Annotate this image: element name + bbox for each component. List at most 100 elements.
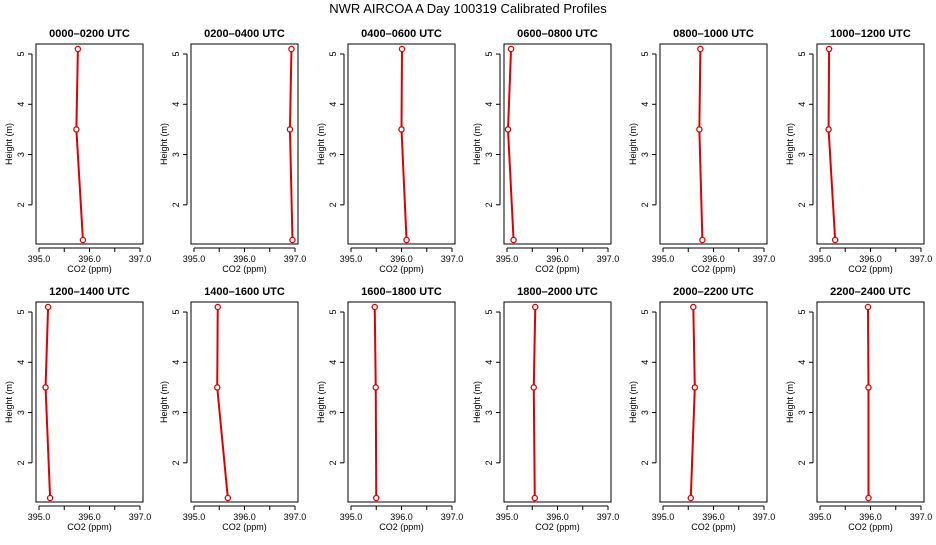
- data-point: [825, 45, 833, 53]
- x-axis-label: CO2 (ppm): [222, 264, 267, 274]
- x-tick-label: 396.0: [233, 512, 256, 522]
- data-point: [690, 303, 697, 311]
- panel-title: 1600–1800 UTC: [361, 286, 442, 298]
- y-axis-label: Height (m): [472, 381, 482, 423]
- x-tick-label: 397.0: [284, 512, 307, 522]
- y-axis-label: Height (m): [785, 123, 795, 165]
- y-tick-label: 2: [171, 460, 181, 465]
- y-tick-label: 3: [328, 410, 338, 415]
- x-tick-label: 397.0: [597, 254, 620, 264]
- data-point: [214, 303, 221, 311]
- profile-panel: 0000–0200 UTC 395.0 396.0 397.0 CO2 (ppm) 2 3 4…: [4, 28, 151, 274]
- y-axis-label: Height (m): [4, 123, 14, 165]
- plot-box: [659, 43, 768, 245]
- y-tick-label: 5: [328, 310, 338, 315]
- x-tick-label: 395.0: [28, 512, 51, 522]
- panel-title: 1400–1600 UTC: [204, 286, 285, 298]
- profile-panel: 1000–1200 UTC 395.0 396.0 397.0 CO2 (ppm) 2 3 4…: [785, 28, 932, 274]
- data-point: [696, 126, 703, 133]
- panel-title: 0800–1000 UTC: [673, 28, 754, 40]
- y-tick-label: 2: [484, 202, 494, 207]
- data-point: [507, 45, 515, 53]
- profile-panel: 0400–0600 UTC 395.0 396.0 397.0 CO2 (ppm) 2 3 4…: [316, 28, 463, 274]
- x-tick-label: 396.0: [233, 254, 256, 264]
- plot-box: [503, 301, 612, 503]
- x-tick-label: 397.0: [284, 254, 307, 264]
- data-point: [699, 236, 706, 244]
- x-axis-label: CO2 (ppm): [67, 264, 112, 274]
- data-point: [531, 494, 539, 502]
- x-tick-label: 397.0: [753, 512, 776, 522]
- x-tick-label: 396.0: [78, 512, 101, 522]
- y-axis-label: Height (m): [472, 123, 482, 165]
- x-tick-label: 396.0: [546, 512, 569, 522]
- x-tick-label: 396.0: [702, 512, 725, 522]
- data-point: [532, 303, 539, 311]
- x-tick-label: 396.0: [78, 254, 101, 264]
- y-axis-label: Height (m): [628, 381, 638, 423]
- data-point: [289, 236, 296, 244]
- plot-box: [35, 43, 144, 245]
- profile-segment: [75, 129, 84, 241]
- y-tick-label: 2: [640, 202, 650, 207]
- y-axis-label: Height (m): [4, 381, 14, 423]
- data-point: [864, 303, 872, 311]
- y-tick-label: 3: [797, 152, 807, 157]
- plot-box: [816, 43, 925, 245]
- plot-box: [816, 301, 925, 503]
- y-axis-label: Height (m): [628, 123, 638, 165]
- data-point: [510, 236, 517, 244]
- profile-segment: [698, 48, 702, 130]
- data-point: [42, 384, 49, 391]
- x-axis-label: CO2 (ppm): [848, 264, 893, 274]
- data-point: [398, 126, 405, 133]
- y-tick-label: 3: [640, 410, 650, 415]
- profile-segment: [216, 387, 229, 499]
- data-point: [687, 494, 695, 502]
- profile-segment: [75, 48, 79, 130]
- x-tick-label: 397.0: [597, 512, 620, 522]
- y-tick-label: 5: [171, 310, 181, 315]
- x-tick-label: 397.0: [753, 254, 776, 264]
- profile-segment: [532, 387, 536, 499]
- data-point: [691, 384, 699, 391]
- data-point: [831, 236, 839, 244]
- data-point: [865, 384, 872, 391]
- y-tick-label: 4: [171, 360, 181, 365]
- profile-panel: 1600–1800 UTC 395.0 396.0 397.0 CO2 (ppm) 2 3 4…: [316, 286, 463, 532]
- profile-panel: 2000–2200 UTC 395.0 396.0 397.0 CO2 (ppm) 2 3 4…: [628, 286, 775, 532]
- profile-segment: [827, 48, 831, 130]
- x-tick-label: 395.0: [652, 512, 675, 522]
- y-tick-label: 5: [16, 310, 26, 315]
- x-tick-label: 396.0: [390, 512, 413, 522]
- y-tick-label: 4: [640, 102, 650, 107]
- data-point: [697, 45, 704, 53]
- y-tick-label: 5: [16, 52, 26, 57]
- x-tick-label: 396.0: [859, 512, 882, 522]
- x-tick-label: 395.0: [183, 254, 206, 264]
- data-point: [286, 126, 294, 133]
- profile-segment: [44, 306, 50, 388]
- panel-title: 1800–2000 UTC: [517, 286, 598, 298]
- profile-segment: [288, 48, 293, 130]
- x-axis-label: CO2 (ppm): [848, 522, 893, 532]
- plot-box: [347, 301, 456, 503]
- x-axis-label: CO2 (ppm): [535, 264, 580, 274]
- y-tick-label: 3: [328, 152, 338, 157]
- panel-title: 1200–1400 UTC: [49, 286, 130, 298]
- x-tick-label: 396.0: [859, 254, 882, 264]
- x-axis-label: CO2 (ppm): [67, 522, 112, 532]
- x-axis-label: CO2 (ppm): [222, 522, 267, 532]
- profile-panel: 1400–1600 UTC 395.0 396.0 397.0 CO2 (ppm) 2 3 4…: [159, 286, 306, 532]
- y-tick-label: 5: [171, 52, 181, 57]
- y-tick-label: 4: [16, 360, 26, 365]
- x-tick-label: 395.0: [496, 254, 519, 264]
- data-point: [403, 236, 410, 244]
- y-tick-label: 2: [640, 460, 650, 465]
- y-tick-label: 5: [640, 52, 650, 57]
- x-axis-label: CO2 (ppm): [691, 264, 736, 274]
- y-tick-label: 4: [328, 102, 338, 107]
- y-axis-label: Height (m): [785, 381, 795, 423]
- x-tick-label: 397.0: [910, 512, 933, 522]
